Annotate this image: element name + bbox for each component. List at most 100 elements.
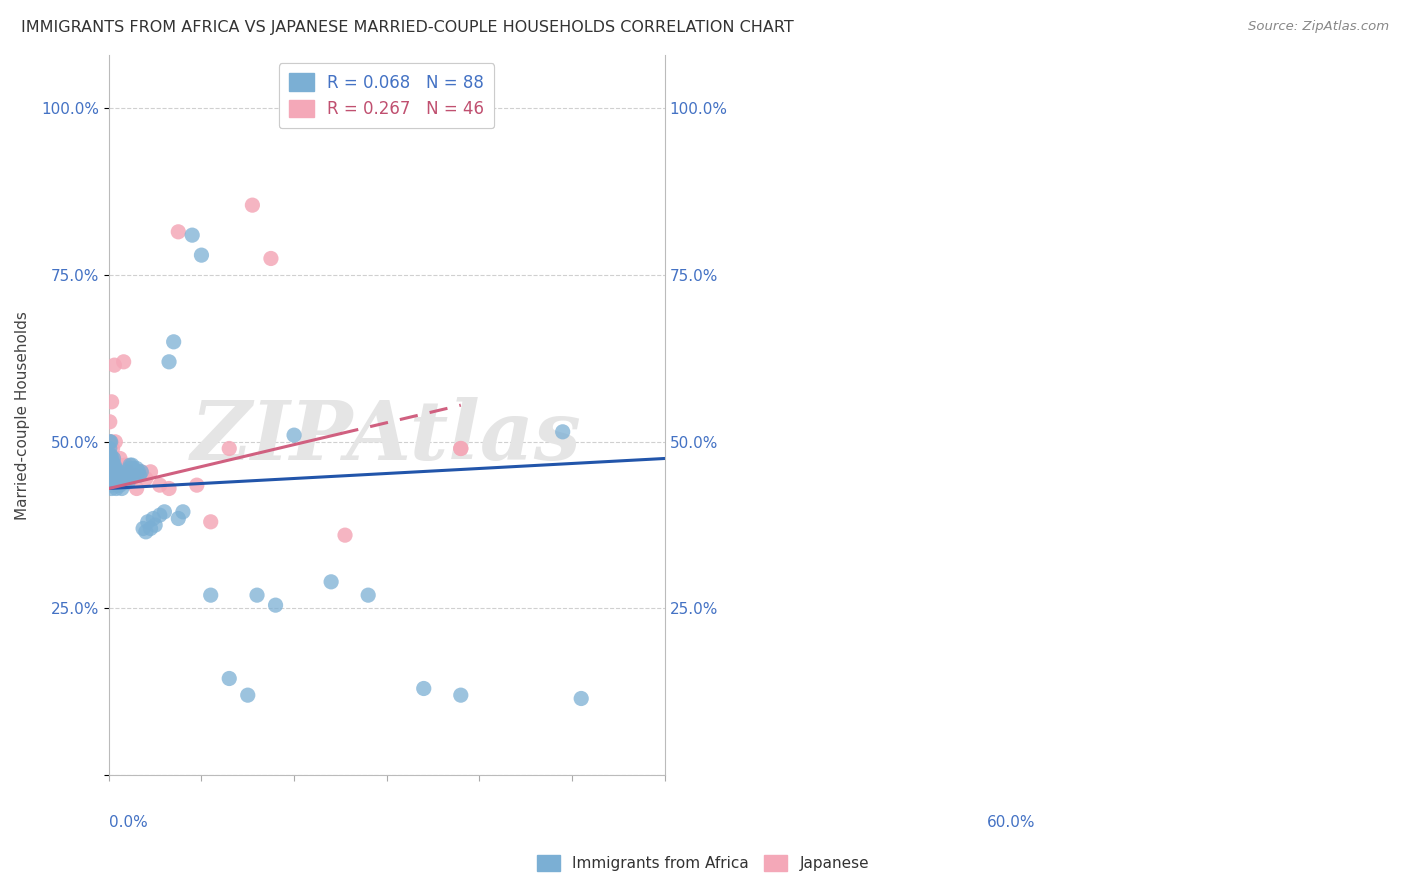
Point [260, 252, 283, 266]
Point [129, 465, 152, 479]
Point [98, 455, 121, 469]
Point [120, 458, 142, 472]
Point [101, 478, 124, 492]
Point [108, 451, 131, 466]
Point [157, 482, 180, 496]
Point [100, 434, 122, 449]
Point [142, 511, 165, 525]
Point [450, 442, 472, 456]
Point [128, 468, 150, 483]
Point [122, 461, 145, 475]
Point [103, 465, 125, 479]
Point [450, 688, 472, 702]
Point [100, 471, 122, 485]
Point [118, 471, 141, 485]
Point [167, 225, 190, 239]
Point [108, 478, 131, 492]
Point [321, 574, 343, 589]
Point [136, 515, 159, 529]
Point [186, 478, 208, 492]
Point [103, 465, 125, 479]
Point [132, 521, 155, 535]
Point [101, 468, 124, 483]
Text: IMMIGRANTS FROM AFRICA VS JAPANESE MARRIED-COUPLE HOUSEHOLDS CORRELATION CHART: IMMIGRANTS FROM AFRICA VS JAPANESE MARRI… [21, 20, 794, 35]
Point [103, 471, 125, 485]
Point [125, 461, 148, 475]
Point [104, 468, 127, 483]
Point [103, 465, 125, 479]
Point [98, 465, 121, 479]
Point [124, 468, 146, 483]
Point [101, 442, 124, 456]
Point [100, 448, 122, 462]
Point [121, 458, 143, 472]
Point [117, 465, 139, 479]
Point [114, 458, 136, 472]
Point [190, 248, 212, 262]
Point [105, 482, 128, 496]
Point [112, 471, 135, 485]
Point [100, 434, 122, 449]
Point [103, 458, 125, 472]
Point [149, 508, 172, 523]
Point [450, 442, 472, 456]
Y-axis label: Married-couple Households: Married-couple Households [15, 310, 30, 519]
Point [115, 471, 138, 485]
Point [283, 428, 305, 442]
Point [101, 461, 124, 475]
Point [246, 588, 269, 602]
Legend: R = 0.068   N = 88, R = 0.267   N = 46: R = 0.068 N = 88, R = 0.267 N = 46 [278, 63, 495, 128]
Point [105, 465, 128, 479]
Point [143, 518, 166, 533]
Point [100, 465, 122, 479]
Point [101, 455, 124, 469]
Point [112, 355, 135, 369]
Point [125, 482, 148, 496]
Point [100, 461, 122, 475]
Point [242, 198, 264, 212]
Point [108, 458, 131, 472]
Point [107, 478, 129, 492]
Text: 0.0%: 0.0% [108, 814, 148, 830]
Point [149, 478, 172, 492]
Legend: Immigrants from Africa, Japanese: Immigrants from Africa, Japanese [531, 849, 875, 877]
Point [98, 415, 121, 429]
Point [163, 334, 186, 349]
Point [114, 475, 136, 489]
Point [103, 451, 125, 466]
Point [100, 465, 122, 479]
Point [333, 528, 356, 542]
Point [172, 505, 194, 519]
Point [129, 465, 152, 479]
Point [236, 688, 259, 702]
Point [100, 455, 122, 469]
Point [100, 455, 122, 469]
Point [104, 461, 127, 475]
Point [264, 598, 287, 612]
Point [98, 448, 121, 462]
Point [108, 468, 131, 483]
Point [107, 465, 129, 479]
Point [127, 465, 149, 479]
Point [139, 465, 162, 479]
Point [181, 228, 204, 243]
Text: 60.0%: 60.0% [987, 814, 1035, 830]
Point [104, 468, 127, 483]
Point [105, 471, 128, 485]
Point [103, 475, 125, 489]
Point [111, 475, 134, 489]
Point [101, 468, 124, 483]
Point [100, 451, 122, 466]
Point [110, 471, 132, 485]
Point [167, 511, 190, 525]
Point [135, 524, 157, 539]
Point [122, 468, 145, 483]
Point [107, 468, 129, 483]
Point [98, 448, 121, 462]
Point [105, 465, 128, 479]
Point [104, 475, 127, 489]
Point [357, 588, 380, 602]
Point [108, 465, 131, 479]
Point [118, 461, 141, 475]
Point [103, 458, 125, 472]
